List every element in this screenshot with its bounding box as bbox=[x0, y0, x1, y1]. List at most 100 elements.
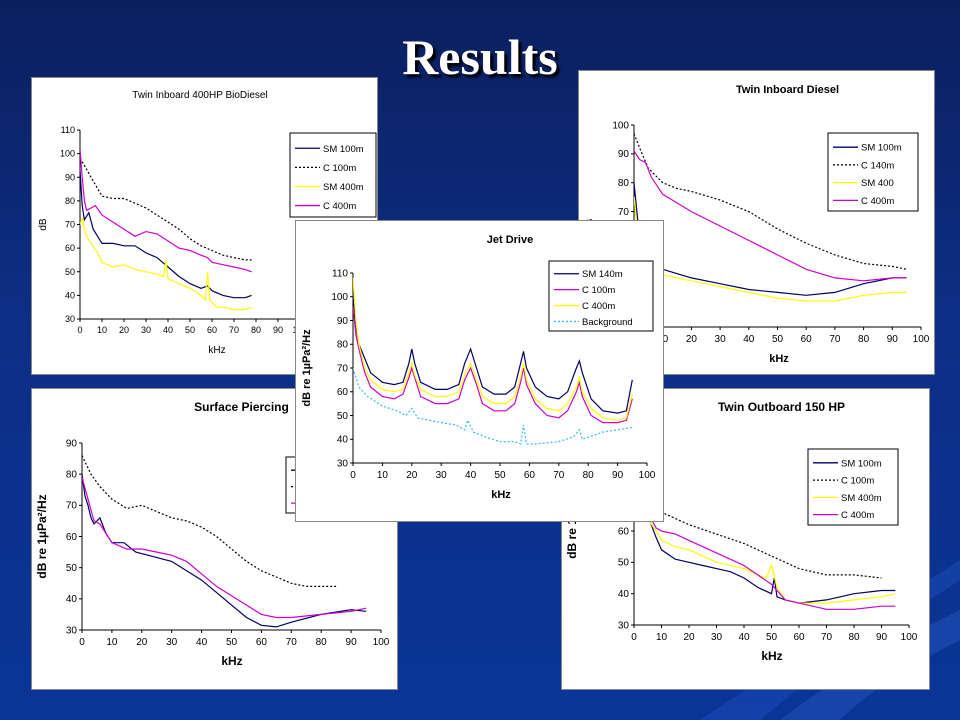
x-tick-label: 60 bbox=[801, 334, 813, 345]
x-tick-label: 60 bbox=[256, 637, 268, 648]
x-tick-label: 10 bbox=[106, 637, 118, 648]
x-tick-label: 10 bbox=[97, 325, 107, 335]
x-tick-label: 90 bbox=[346, 637, 358, 648]
x-tick-label: 20 bbox=[136, 637, 148, 648]
x-axis-label: kHz bbox=[491, 489, 511, 501]
y-tick-label: 100 bbox=[331, 292, 348, 303]
x-tick-label: 60 bbox=[793, 632, 805, 643]
x-tick-label: 50 bbox=[766, 632, 778, 643]
legend-entry: Background bbox=[582, 317, 633, 328]
x-tick-label: 90 bbox=[876, 632, 888, 643]
x-axis-label: kHz bbox=[208, 345, 225, 356]
x-tick-label: 100 bbox=[901, 632, 918, 643]
x-tick-label: 40 bbox=[738, 632, 750, 643]
x-tick-label: 50 bbox=[185, 325, 195, 335]
x-tick-label: 10 bbox=[377, 470, 389, 481]
x-tick-label: 80 bbox=[858, 334, 870, 345]
x-tick-label: 20 bbox=[119, 325, 129, 335]
y-tick-label: 90 bbox=[337, 316, 349, 327]
series-line-4 bbox=[353, 367, 633, 445]
series-line-3 bbox=[82, 477, 367, 619]
x-tick-label: 100 bbox=[639, 470, 656, 481]
x-tick-label: 0 bbox=[79, 637, 85, 648]
series-line-2 bbox=[82, 455, 337, 587]
x-tick-label: 0 bbox=[631, 632, 637, 643]
legend-entry: SM 100m bbox=[841, 458, 882, 469]
x-tick-label: 50 bbox=[226, 637, 238, 648]
x-tick-label: 40 bbox=[465, 470, 477, 481]
x-tick-label: 50 bbox=[772, 334, 784, 345]
x-tick-label: 40 bbox=[743, 334, 755, 345]
x-axis-label: kHz bbox=[761, 649, 782, 663]
legend-entry: C 400m bbox=[582, 301, 615, 312]
y-tick-label: 40 bbox=[618, 589, 630, 600]
chart-title: Twin Inboard Diesel bbox=[736, 84, 839, 96]
y-tick-label: 50 bbox=[618, 558, 630, 569]
chart-panel-surface: Surface Piercing 0 10 20 30 40 50 60 70 80 90 100 30… bbox=[31, 388, 398, 690]
series-line-1 bbox=[641, 499, 896, 604]
x-tick-label: 90 bbox=[887, 334, 899, 345]
x-tick-label: 30 bbox=[715, 334, 727, 345]
x-axis-label: kHz bbox=[221, 654, 242, 668]
x-tick-label: 40 bbox=[196, 637, 208, 648]
legend-box bbox=[548, 260, 654, 332]
legend-box bbox=[807, 448, 899, 526]
x-tick-label: 70 bbox=[553, 470, 565, 481]
y-tick-label: 70 bbox=[66, 501, 78, 512]
y-tick-label: 60 bbox=[66, 532, 78, 543]
chart-title: Surface Piercing bbox=[194, 400, 289, 414]
legend-entry: C 100m bbox=[582, 285, 615, 296]
x-tick-label: 80 bbox=[251, 325, 261, 335]
chart-bio: Twin Inboard 400HP BioDiesel 0 10 20 30 40 50 6… bbox=[38, 90, 377, 356]
x-tick-label: 0 bbox=[77, 325, 82, 335]
x-tick-label: 80 bbox=[316, 637, 328, 648]
legend-entry: SM 400m bbox=[841, 493, 882, 504]
x-tick-label: 100 bbox=[913, 334, 930, 345]
x-tick-label: 50 bbox=[494, 470, 506, 481]
legend-entry: SM 100m bbox=[323, 144, 364, 155]
series-line-2 bbox=[353, 306, 633, 424]
series-line-2 bbox=[80, 157, 252, 261]
x-tick-label: 60 bbox=[524, 470, 536, 481]
x-tick-label: 0 bbox=[350, 470, 356, 481]
series-line-3 bbox=[80, 217, 252, 311]
y-tick-label: 70 bbox=[65, 220, 75, 230]
series-line-1 bbox=[353, 296, 633, 414]
series-line-4 bbox=[641, 493, 896, 610]
x-tick-label: 70 bbox=[829, 334, 841, 345]
y-tick-label: 110 bbox=[332, 268, 348, 279]
y-tick-label: 60 bbox=[618, 526, 630, 537]
legend-box bbox=[827, 132, 919, 212]
y-axis-label: dB bbox=[38, 218, 49, 231]
x-tick-label: 30 bbox=[166, 637, 178, 648]
series-line-4 bbox=[634, 150, 907, 282]
series-line-1 bbox=[82, 474, 367, 628]
slide-title: Results bbox=[402, 29, 558, 85]
legend-entry: C 100m bbox=[323, 163, 356, 174]
legend-entry: C 100m bbox=[841, 476, 874, 487]
legend-entry: SM 400 bbox=[861, 178, 894, 189]
x-tick-label: 30 bbox=[141, 325, 151, 335]
legend-box bbox=[289, 132, 377, 218]
x-tick-label: 20 bbox=[683, 632, 695, 643]
y-tick-label: 40 bbox=[65, 290, 75, 300]
y-tick-label: 70 bbox=[337, 363, 349, 374]
y-tick-label: 90 bbox=[65, 172, 75, 182]
y-tick-label: 80 bbox=[66, 470, 78, 481]
legend-entry: C 400m bbox=[323, 201, 356, 212]
x-tick-label: 70 bbox=[286, 637, 298, 648]
x-tick-label: 30 bbox=[436, 470, 448, 481]
y-axis-label: dB re 1µPa²/Hz bbox=[35, 494, 49, 578]
x-tick-label: 30 bbox=[711, 632, 723, 643]
y-tick-label: 30 bbox=[337, 458, 349, 469]
y-tick-label: 50 bbox=[337, 411, 349, 422]
x-tick-label: 40 bbox=[163, 325, 173, 335]
y-axis-label: dB re 1µPa²/Hz bbox=[301, 329, 313, 407]
series-line-3 bbox=[353, 277, 633, 421]
y-tick-label: 110 bbox=[61, 125, 75, 135]
y-tick-label: 100 bbox=[60, 149, 75, 159]
y-tick-label: 90 bbox=[66, 438, 78, 449]
series-line-1 bbox=[80, 170, 252, 299]
legend-entry: C 400m bbox=[861, 196, 894, 207]
y-tick-label: 30 bbox=[66, 625, 78, 636]
